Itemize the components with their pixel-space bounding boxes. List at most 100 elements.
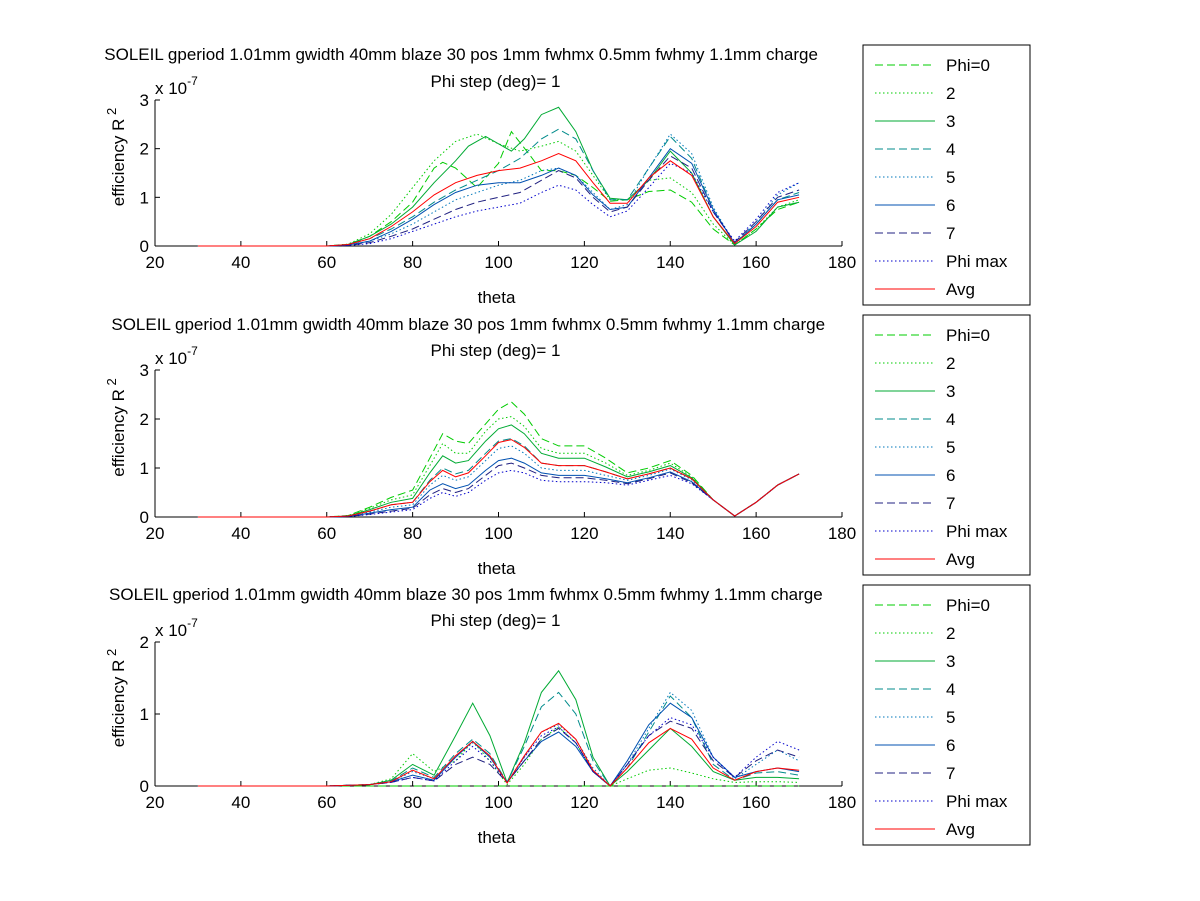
series-line-3 (197, 669, 800, 787)
legend-label: Phi max (946, 252, 1008, 271)
x-tick-label: 40 (231, 793, 250, 812)
x-tick-label: 60 (317, 793, 336, 812)
series-line-1 (197, 130, 800, 247)
x-tick-label: 40 (231, 524, 250, 543)
x-tick-label: 40 (231, 253, 250, 272)
x-axis-label: theta (478, 828, 516, 847)
series-line-3 (197, 424, 800, 518)
series-line-6 (197, 457, 800, 518)
x-tick-label: 140 (656, 524, 684, 543)
x-tick-label: 160 (742, 793, 770, 812)
x-tick-label: 80 (403, 253, 422, 272)
series-line-7 (197, 462, 800, 518)
legend-label: 2 (946, 84, 955, 103)
y-tick-label: 3 (140, 91, 149, 110)
legend-label: 6 (946, 196, 955, 215)
legend-label: 4 (946, 410, 955, 429)
chart-subtitle: Phi step (deg)= 1 (431, 72, 561, 91)
legend-box (862, 44, 1031, 306)
chart-title: SOLEIL gperiod 1.01mm gwidth 40mm blaze … (109, 585, 988, 604)
legend-label: 6 (946, 466, 955, 485)
chart-subtitle: Phi step (deg)= 1 (431, 611, 561, 630)
y-axis-label: efficiency R 2 (104, 378, 128, 476)
series-line-9 (197, 439, 800, 518)
legend-label: 7 (946, 764, 955, 783)
axis-scale-label: x 10-7 (155, 74, 198, 98)
legend-label: Phi max (946, 792, 1008, 811)
x-tick-label: 20 (146, 524, 165, 543)
series-line-9 (197, 152, 800, 247)
legend-label: 5 (946, 168, 955, 187)
x-tick-label: 80 (403, 524, 422, 543)
legend-label: 3 (946, 112, 955, 131)
legend-box (862, 314, 1031, 576)
y-tick-label: 2 (140, 410, 149, 429)
subplot-3: 20 40 60 80 100 120 140 160 180 0 1 2 x 10-7 theta eff… (104, 584, 1031, 847)
y-tick-label: 0 (140, 237, 149, 256)
x-tick-label: 100 (484, 524, 512, 543)
y-tick-label: 2 (140, 140, 149, 159)
x-axis-label: theta (478, 288, 516, 307)
legend-label: 2 (946, 624, 955, 643)
x-tick-label: 140 (656, 793, 684, 812)
y-axis-label: efficiency R 2 (104, 649, 128, 747)
series-line-6 (197, 148, 800, 247)
x-tick-label: 60 (317, 524, 336, 543)
y-tick-label: 1 (140, 705, 149, 724)
series-line-2 (197, 726, 800, 787)
legend-label: 3 (946, 382, 955, 401)
y-tick-label: 3 (140, 361, 149, 380)
series-line-9 (197, 722, 800, 787)
legend-label: Phi=0 (946, 326, 990, 345)
series-line-2 (197, 133, 800, 247)
y-axis-label: efficiency R 2 (104, 108, 128, 206)
x-tick-label: 100 (484, 253, 512, 272)
legend-label: Phi max (946, 522, 1008, 541)
legend: Phi=0 2 3 4 5 6 7 Phi max Avg (862, 584, 1031, 846)
legend-label: 7 (946, 224, 955, 243)
series-line-4 (197, 691, 800, 787)
chart-subtitle: Phi step (deg)= 1 (431, 341, 561, 360)
x-tick-label: 20 (146, 793, 165, 812)
x-tick-label: 160 (742, 524, 770, 543)
x-tick-label: 100 (484, 793, 512, 812)
series-line-2 (197, 416, 800, 518)
legend-label: Avg (946, 820, 975, 839)
legend: Phi=0 2 3 4 5 6 7 Phi max Avg (862, 314, 1031, 576)
series-line-4 (197, 128, 800, 247)
series-line-7 (197, 155, 800, 247)
chart-title: SOLEIL gperiod 1.01mm gwidth 40mm blaze … (104, 45, 992, 64)
legend-label: Avg (946, 550, 975, 569)
legend-label: Phi=0 (946, 56, 990, 75)
legend-label: 5 (946, 438, 955, 457)
axis-scale-label: x 10-7 (155, 344, 198, 368)
x-tick-label: 20 (146, 253, 165, 272)
series-line-5 (197, 133, 800, 247)
x-tick-label: 160 (742, 253, 770, 272)
y-tick-label: 2 (140, 633, 149, 652)
series-line-3 (197, 106, 800, 247)
legend-box (862, 584, 1031, 846)
legend: Phi=0 2 3 4 5 6 7 Phi max Avg (862, 44, 1031, 306)
legend-label: 2 (946, 354, 955, 373)
x-tick-label: 80 (403, 793, 422, 812)
y-tick-label: 0 (140, 777, 149, 796)
legend-label: 7 (946, 494, 955, 513)
series-line-8 (197, 469, 800, 518)
legend-label: 4 (946, 140, 955, 159)
legend-label: 6 (946, 736, 955, 755)
legend-label: 3 (946, 652, 955, 671)
y-tick-label: 1 (140, 459, 149, 478)
x-tick-label: 180 (828, 793, 856, 812)
series-line-5 (197, 445, 800, 518)
legend-label: 5 (946, 708, 955, 727)
x-tick-label: 60 (317, 253, 336, 272)
axis-scale-label: x 10-7 (155, 616, 198, 640)
x-tick-label: 180 (828, 253, 856, 272)
series-line-4 (197, 438, 800, 518)
series-line-8 (197, 717, 800, 787)
series-line-8 (197, 162, 800, 247)
x-tick-label: 180 (828, 524, 856, 543)
x-tick-label: 120 (570, 253, 598, 272)
